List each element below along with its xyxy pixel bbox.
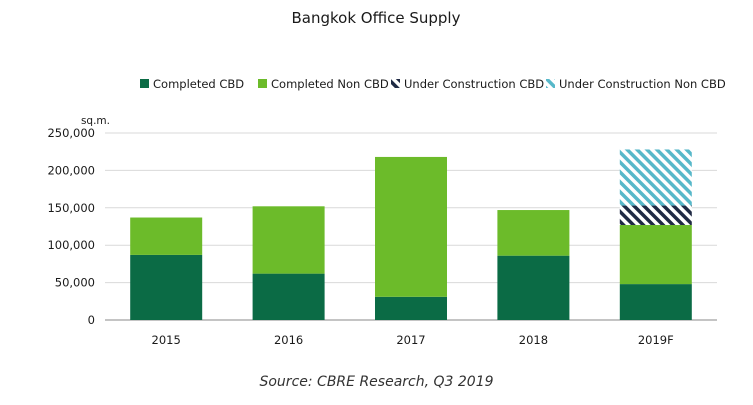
y-axis-tick-labels: 0 50,000 100,000 150,000 200,000 250,000 <box>47 126 95 327</box>
x-tick-label: 2018 <box>519 333 548 347</box>
chart-title: Bangkok Office Supply <box>292 9 461 27</box>
bar-segment <box>375 296 447 320</box>
x-axis-tick-labels: 2015 2016 2017 2018 2019F <box>152 333 674 347</box>
legend-item: Under Construction Non CBD <box>546 77 726 91</box>
source-note: Source: CBRE Research, Q3 2019 <box>259 374 494 390</box>
legend-item: Completed Non CBD <box>258 77 389 91</box>
legend-label: Completed CBD <box>153 77 244 91</box>
x-tick-label: 2016 <box>274 333 303 347</box>
y-tick-label: 100,000 <box>47 238 95 252</box>
legend-label: Under Construction Non CBD <box>559 77 726 91</box>
legend-swatch <box>140 79 149 88</box>
bars <box>130 149 692 320</box>
legend-item: Completed CBD <box>140 77 244 91</box>
y-tick-label: 50,000 <box>55 276 95 290</box>
legend-swatch <box>546 79 555 88</box>
bar-segment <box>375 156 447 297</box>
bar-segment <box>619 205 692 226</box>
legend-item: Under Construction CBD <box>391 77 544 91</box>
y-tick-label: 250,000 <box>47 126 95 140</box>
y-tick-label: 0 <box>88 313 95 327</box>
bar-segment <box>619 149 692 206</box>
bar-segment <box>130 217 203 255</box>
x-tick-label: 2017 <box>396 333 425 347</box>
legend: Completed CBD Completed Non CBD Under Cons… <box>140 77 726 91</box>
x-tick-label: 2015 <box>152 333 181 347</box>
legend-swatch <box>258 79 267 88</box>
bar-segment <box>497 210 570 256</box>
legend-swatch <box>391 79 400 88</box>
bar-segment <box>619 225 692 285</box>
bar-segment <box>619 284 692 320</box>
y-tick-label: 200,000 <box>47 163 95 177</box>
chart-svg: Bangkok Office Supply Completed CBD Compl… <box>47 9 726 347</box>
bar-segment <box>130 254 203 320</box>
y-tick-label: 150,000 <box>47 201 95 215</box>
bar-segment <box>497 255 570 320</box>
bar-segment <box>252 273 325 320</box>
legend-label: Completed Non CBD <box>271 77 389 91</box>
bar-segment <box>252 206 325 274</box>
legend-label: Under Construction CBD <box>404 77 544 91</box>
y-axis-unit-label: sq.m. <box>81 115 110 127</box>
x-tick-label: 2019F <box>638 333 674 347</box>
